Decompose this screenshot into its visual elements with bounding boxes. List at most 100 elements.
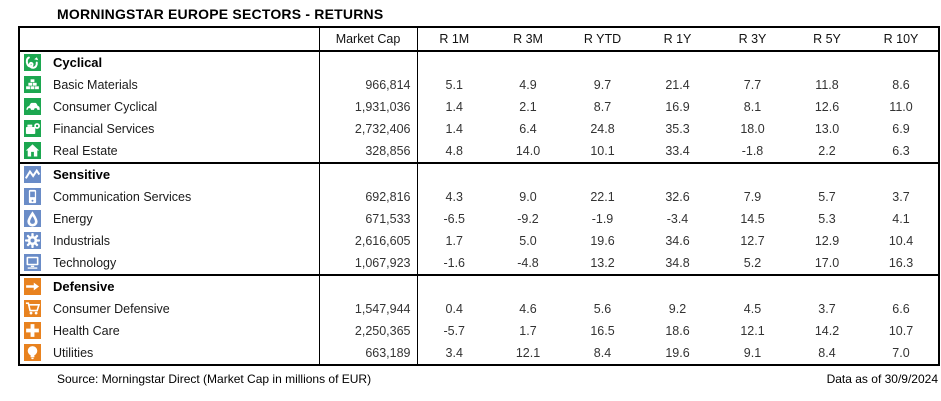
return-value: 4.5 <box>743 302 762 316</box>
return-value: 12.6 <box>814 100 840 114</box>
utilities-icon <box>24 344 41 361</box>
market-cap-value: 1,931,036 <box>319 96 418 118</box>
footer: Source: Morningstar Direct (Market Cap i… <box>18 372 938 386</box>
column-header-r3y: R 3Y <box>715 27 790 52</box>
return-value: 7.7 <box>743 78 762 92</box>
real-estate-icon <box>24 142 41 159</box>
sector-name: Consumer Cyclical <box>53 100 158 114</box>
sector-name: Technology <box>53 256 117 270</box>
market-cap-value: 692,816 <box>319 186 418 208</box>
return-value: 18.0 <box>740 122 765 136</box>
sectors-returns-table: Market Cap R 1M R 3M R YTD R 1Y R 3Y R 5… <box>18 26 940 366</box>
sector-name: Real Estate <box>53 144 118 158</box>
return-value: 1.4 <box>445 100 463 114</box>
return-value: -3.4 <box>666 212 689 226</box>
return-value: 17.0 <box>814 256 840 270</box>
column-header-market-cap: Market Cap <box>319 27 418 52</box>
return-value: 11.8 <box>815 78 839 92</box>
sector-row-industrials: Industrials 2,616,605 1.7 5.0 19.6 34.6 12.7 12… <box>19 230 939 252</box>
sector-name-cell: Consumer Cyclical <box>19 96 320 118</box>
consumer-defensive-icon <box>24 300 41 317</box>
return-value: 11.0 <box>889 100 913 114</box>
return-value: 8.7 <box>593 100 612 114</box>
column-header-r1y: R 1Y <box>640 27 715 52</box>
health-care-icon <box>24 322 41 339</box>
return-value: 5.2 <box>743 256 762 270</box>
return-value: 5.3 <box>818 212 836 226</box>
return-value: 13.2 <box>590 256 615 270</box>
return-cell-empty <box>715 274 790 298</box>
column-header-r5y: R 5Y <box>790 27 864 52</box>
return-value: 9.1 <box>743 346 762 360</box>
return-cell-empty <box>565 50 640 74</box>
market-cap-value: 1,547,944 <box>319 298 418 320</box>
return-value: 12.7 <box>740 234 765 248</box>
consumer-cyclical-icon <box>24 98 41 115</box>
return-value: 8.6 <box>892 78 910 92</box>
return-cell-empty <box>790 274 864 298</box>
data-as-of: Data as of 30/9/2024 <box>826 372 938 386</box>
return-value: 16.9 <box>665 100 690 114</box>
return-value: 8.4 <box>593 346 612 360</box>
sector-row-basic-materials: Basic Materials 966,814 5.1 4.9 9.7 21.4 7.7 11… <box>19 74 939 96</box>
market-cap-cell-empty <box>319 162 418 186</box>
return-value: 18.6 <box>665 324 690 338</box>
section-row-defensive: Defensive <box>19 274 939 298</box>
return-value: 16.5 <box>590 324 615 338</box>
return-value: 12.1 <box>515 346 541 360</box>
source-note: Source: Morningstar Direct (Market Cap i… <box>57 372 372 386</box>
return-value: 3.7 <box>892 190 910 204</box>
page-title: MORNINGSTAR EUROPE SECTORS - RETURNS <box>57 6 384 22</box>
return-value: -1.6 <box>443 256 466 270</box>
sector-row-utilities: Utilities 663,189 3.4 12.1 8.4 19.6 9.1 8.4 7.0 <box>19 342 939 365</box>
communication-services-icon <box>24 188 41 205</box>
market-cap-cell-empty <box>319 50 418 74</box>
sector-row-energy: Energy 671,533 -6.5 -9.2 -1.9 -3.4 14.5 5.3 4.1 <box>19 208 939 230</box>
market-cap-value: 2,250,365 <box>319 320 418 342</box>
return-cell-empty <box>417 274 491 298</box>
sector-row-consumer-defensive: Consumer Defensive 1,547,944 0.4 4.6 5.6 9.2 4… <box>19 298 939 320</box>
sector-name-cell: Real Estate <box>19 140 320 163</box>
return-value: 5.7 <box>818 190 836 204</box>
basic-materials-icon <box>24 76 41 93</box>
return-value: 34.8 <box>665 256 690 270</box>
return-value: 19.6 <box>665 346 690 360</box>
return-value: 6.4 <box>519 122 537 136</box>
return-value: 2.2 <box>818 144 836 158</box>
return-cell-empty <box>565 162 640 186</box>
return-value: 5.1 <box>445 78 463 92</box>
return-value: 7.9 <box>743 190 762 204</box>
market-cap-cell-empty <box>319 274 418 298</box>
column-header-r10y: R 10Y <box>864 27 939 52</box>
return-cell-empty <box>790 50 864 74</box>
return-value: 14.5 <box>740 212 765 226</box>
return-value: 8.4 <box>818 346 836 360</box>
return-value: 4.8 <box>445 144 463 158</box>
section-name: Sensitive <box>53 167 111 182</box>
sector-name-cell: Utilities <box>19 342 320 365</box>
energy-icon <box>24 210 41 227</box>
sector-row-consumer-cyclical: Consumer Cyclical 1,931,036 1.4 2.1 8.7 16.9 8… <box>19 96 939 118</box>
sector-row-communication-services: Communication Services 692,816 4.3 9.0 22.1 3… <box>19 186 939 208</box>
return-cell-empty <box>790 162 864 186</box>
return-value: -1.8 <box>741 144 764 158</box>
sector-name-cell: Communication Services <box>19 186 320 208</box>
return-cell-empty <box>640 274 715 298</box>
section-row-cyclical: Cyclical <box>19 50 939 74</box>
sector-name-cell: Consumer Defensive <box>19 298 320 320</box>
technology-icon <box>24 254 41 271</box>
market-cap-value: 671,533 <box>319 208 418 230</box>
return-value: 3.4 <box>445 346 463 360</box>
return-cell-empty <box>715 162 790 186</box>
header-row: Market Cap R 1M R 3M R YTD R 1Y R 3Y R 5… <box>19 27 939 52</box>
industrials-icon <box>24 232 41 249</box>
sector-name-cell: Technology <box>19 252 320 275</box>
return-cell-empty <box>417 50 491 74</box>
sector-row-health-care: Health Care 2,250,365 -5.7 1.7 16.5 18.6 12.1 1… <box>19 320 939 342</box>
return-value: 4.9 <box>519 78 537 92</box>
return-cell-empty <box>565 274 640 298</box>
return-value: 34.6 <box>665 234 690 248</box>
column-header-r3m: R 3M <box>491 27 565 52</box>
column-header-r1m: R 1M <box>417 27 491 52</box>
